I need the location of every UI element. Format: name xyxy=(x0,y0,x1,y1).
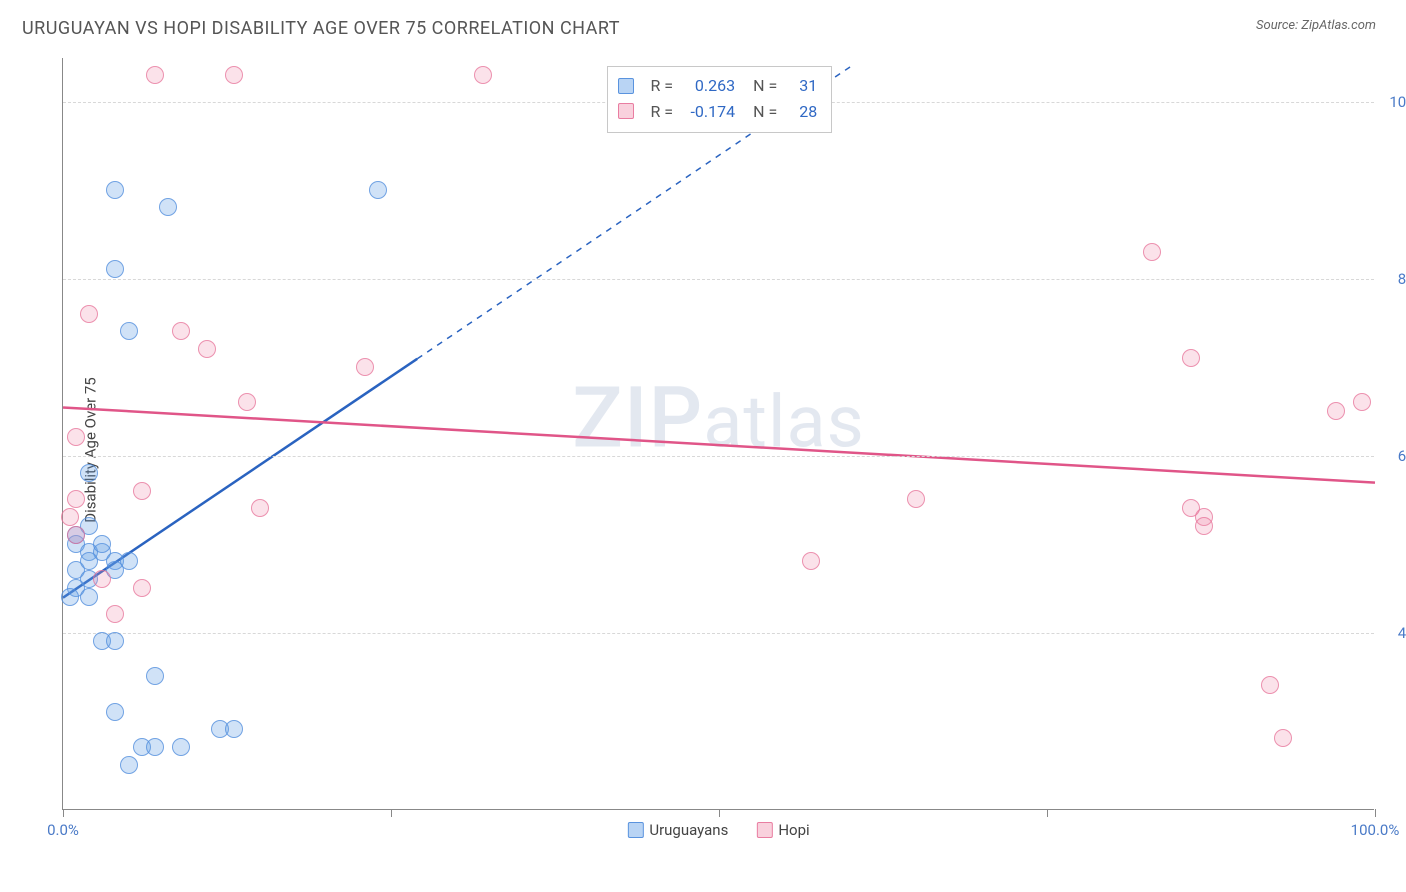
r-value: 0.263 xyxy=(683,73,735,99)
legend-swatch xyxy=(627,822,643,838)
data-point xyxy=(120,322,138,340)
chart-container: Disability Age Over 75 ZIPatlas 40.0%60.… xyxy=(22,50,1384,850)
trend-lines-layer xyxy=(63,58,1374,809)
data-point xyxy=(146,667,164,685)
data-point xyxy=(80,305,98,323)
x-tick-label: 0.0% xyxy=(47,821,79,839)
data-point xyxy=(106,632,124,650)
data-point xyxy=(67,490,85,508)
data-point xyxy=(61,588,79,606)
data-point xyxy=(133,482,151,500)
y-tick-label: 80.0% xyxy=(1398,270,1406,288)
data-point xyxy=(93,535,111,553)
data-point xyxy=(172,738,190,756)
data-point xyxy=(225,66,243,84)
legend-swatch xyxy=(618,78,634,94)
data-point xyxy=(802,552,820,570)
data-point xyxy=(61,508,79,526)
stats-box: R = 0.263 N = 31 R = -0.174 N = 28 xyxy=(607,66,832,133)
data-point xyxy=(356,358,374,376)
data-point xyxy=(133,579,151,597)
data-point xyxy=(238,393,256,411)
data-point xyxy=(106,260,124,278)
data-point xyxy=(146,66,164,84)
legend-item: Uruguayans xyxy=(627,821,728,839)
data-point xyxy=(1182,349,1200,367)
data-point xyxy=(225,720,243,738)
data-point xyxy=(198,340,216,358)
data-point xyxy=(106,703,124,721)
data-point xyxy=(907,490,925,508)
data-point xyxy=(106,181,124,199)
y-tick-label: 60.0% xyxy=(1398,447,1406,465)
r-label: R = xyxy=(650,99,673,125)
r-value: -0.174 xyxy=(683,99,735,125)
n-value: 31 xyxy=(787,73,817,99)
data-point xyxy=(1327,402,1345,420)
data-point xyxy=(1353,393,1371,411)
n-label: N = xyxy=(753,73,777,99)
data-point xyxy=(120,756,138,774)
data-point xyxy=(1143,243,1161,261)
data-point xyxy=(146,738,164,756)
data-point xyxy=(172,322,190,340)
data-point xyxy=(369,181,387,199)
n-label: N = xyxy=(753,99,777,125)
data-point xyxy=(1182,499,1200,517)
n-value: 28 xyxy=(787,99,817,125)
data-point xyxy=(251,499,269,517)
data-point xyxy=(67,526,85,544)
legend-item: Hopi xyxy=(756,821,809,839)
data-point xyxy=(120,552,138,570)
x-tick-label: 100.0% xyxy=(1351,821,1400,839)
chart-title: URUGUAYAN VS HOPI DISABILITY AGE OVER 75… xyxy=(22,18,620,39)
data-point xyxy=(106,605,124,623)
legend-swatch xyxy=(756,822,772,838)
data-point xyxy=(1195,517,1213,535)
data-point xyxy=(93,570,111,588)
data-point xyxy=(80,464,98,482)
y-tick-label: 100.0% xyxy=(1389,93,1406,111)
data-point xyxy=(159,198,177,216)
data-point xyxy=(80,588,98,606)
data-point xyxy=(67,428,85,446)
data-point xyxy=(1274,729,1292,747)
y-tick-label: 40.0% xyxy=(1398,624,1406,642)
legend: Uruguayans Hopi xyxy=(627,821,809,839)
plot-area: ZIPatlas 40.0%60.0%80.0%100.0%0.0%100.0%… xyxy=(62,58,1374,810)
data-point xyxy=(474,66,492,84)
data-point xyxy=(1261,676,1279,694)
source-label: Source: ZipAtlas.com xyxy=(1256,18,1376,33)
legend-swatch xyxy=(618,103,634,119)
r-label: R = xyxy=(650,73,673,99)
data-point xyxy=(80,552,98,570)
